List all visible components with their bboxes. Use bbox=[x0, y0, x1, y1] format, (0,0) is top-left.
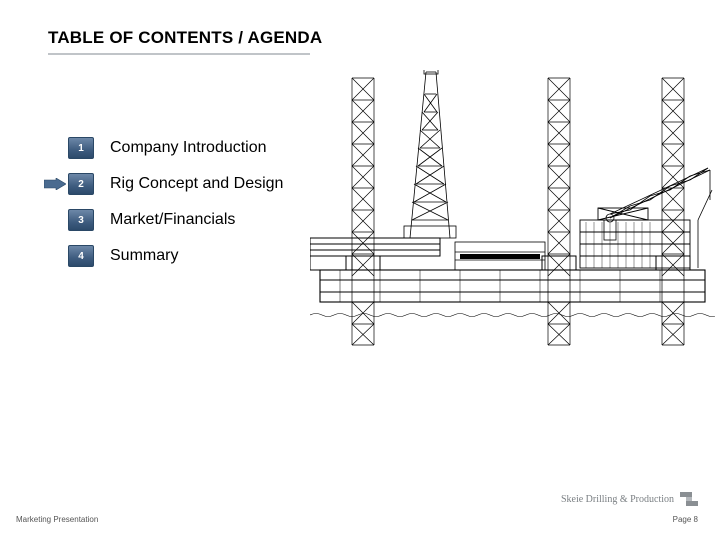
brand-text: Skeie Drilling & Production bbox=[561, 494, 674, 505]
agenda-label: Market/Financials bbox=[110, 211, 235, 229]
agenda-badge: 3 bbox=[68, 209, 94, 231]
brand-logo-icon bbox=[680, 492, 698, 506]
footer-left: Marketing Presentation bbox=[16, 515, 98, 524]
agenda-item-4: 4 Summary bbox=[48, 238, 283, 274]
active-arrow-icon bbox=[44, 178, 66, 190]
agenda-item-3: 3 Market/Financials bbox=[48, 202, 283, 238]
agenda-item-2: 2 Rig Concept and Design bbox=[48, 166, 283, 202]
agenda-label: Company Introduction bbox=[110, 139, 267, 157]
agenda-label: Summary bbox=[110, 247, 178, 265]
agenda-badge: 2 bbox=[68, 173, 94, 195]
rig-schematic bbox=[310, 70, 715, 365]
agenda-list: 1 Company Introduction 2 Rig Concept and… bbox=[48, 130, 283, 274]
agenda-label: Rig Concept and Design bbox=[110, 175, 283, 193]
agenda-item-1: 1 Company Introduction bbox=[48, 130, 283, 166]
page-title: TABLE OF CONTENTS / AGENDA bbox=[48, 28, 322, 48]
brand: Skeie Drilling & Production bbox=[561, 492, 698, 506]
slide: TABLE OF CONTENTS / AGENDA 1 Company Int… bbox=[0, 0, 720, 540]
footer-right: Page 8 bbox=[673, 515, 698, 524]
agenda-badge: 1 bbox=[68, 137, 94, 159]
agenda-badge: 4 bbox=[68, 245, 94, 267]
title-underline bbox=[48, 53, 310, 55]
